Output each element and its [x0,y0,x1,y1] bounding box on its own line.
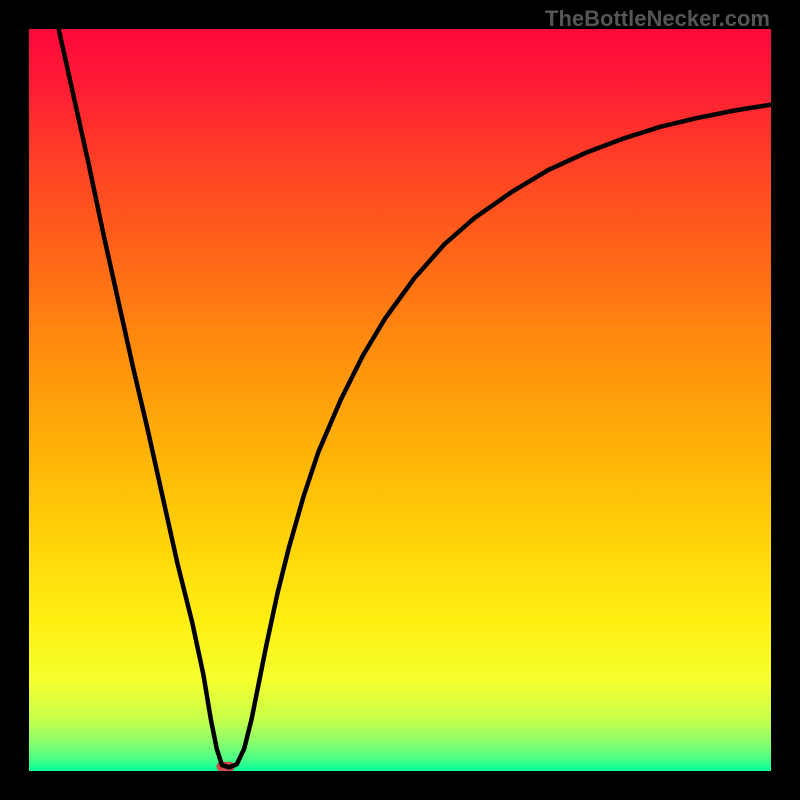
chart-container: TheBottleNecker.com [0,0,800,800]
bottleneck-curve [29,29,771,771]
watermark-text: TheBottleNecker.com [545,6,770,32]
plot-area [29,29,771,771]
